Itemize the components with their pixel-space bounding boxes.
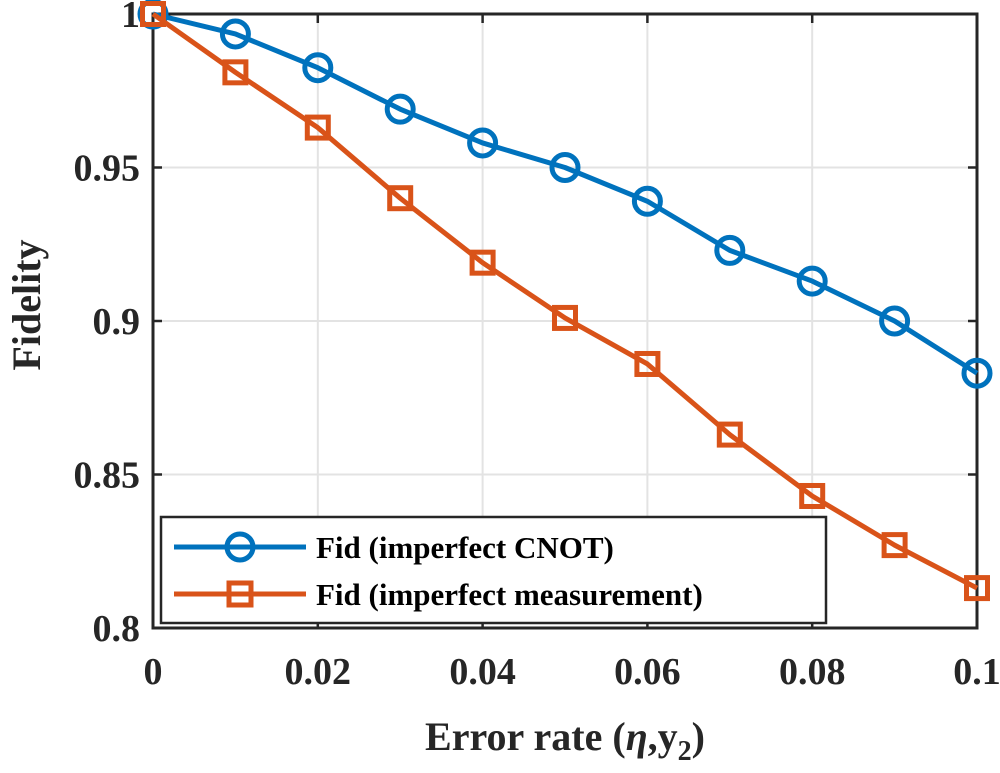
x-axis-label: Error rate (η,y2) [425,714,705,767]
data-point-square [634,350,661,377]
series-group [137,0,993,602]
data-point-square [552,304,578,331]
data-point-square [881,532,908,559]
x-axis-label-main: Error rate ( [425,714,626,759]
data-point-square [222,59,249,86]
x-tick-label: 0 [144,651,163,693]
x-axis-label-eta: η [626,714,648,759]
y-tick-label: 0.8 [93,608,141,650]
data-point-circle [467,127,499,159]
data-point-circle [549,152,581,183]
series-measurement [140,1,990,602]
x-axis-label-subscript: 2 [678,736,692,767]
legend-marker-circle-icon [224,531,256,563]
data-point-circle [879,305,911,337]
legend-marker-square-icon [226,580,254,608]
x-axis-label-y: ,y [648,714,678,759]
x-tick-label: 0.1 [953,651,1000,693]
data-point-square [964,575,990,602]
data-point-circle [796,265,828,297]
x-axis-label-close: ) [692,714,705,759]
data-point-square [716,421,743,448]
data-point-square [304,114,331,141]
ticks: 0 0.02 0.04 0.06 0.08 0.1 0.8 0.85 0.9 0.95 1 [74,0,1000,693]
data-point-square [799,482,826,509]
y-tick-label: 0.85 [74,455,141,497]
series-line [152,11,979,376]
y-tick-label: 1 [121,0,140,36]
series-line [151,11,979,591]
legend-label-cnot: Fid (imperfect CNOT) [316,530,614,565]
series-cnot [137,0,993,389]
x-tick-label: 0.08 [779,651,846,693]
y-tick-label: 0.9 [93,301,141,343]
x-tick-label: 0.04 [449,651,516,693]
x-tick-label: 0.02 [285,651,352,693]
y-tick-label: 0.95 [74,148,141,190]
legend: Fid (imperfect CNOT) Fid (imperfect meas… [159,515,828,625]
data-point-square [140,1,166,27]
y-axis-label: Fidelity [4,239,49,370]
x-tick-label: 0.06 [614,651,681,693]
data-point-circle [384,93,416,125]
data-point-circle [961,357,993,389]
data-point-circle [219,18,251,50]
data-point-circle [302,52,334,84]
data-point-square [387,185,414,212]
data-point-square [469,249,496,276]
data-point-circle [714,234,746,266]
legend-box [159,515,828,625]
legend-label-measurement: Fid (imperfect measurement) [316,577,703,612]
data-point-circle [631,185,663,217]
